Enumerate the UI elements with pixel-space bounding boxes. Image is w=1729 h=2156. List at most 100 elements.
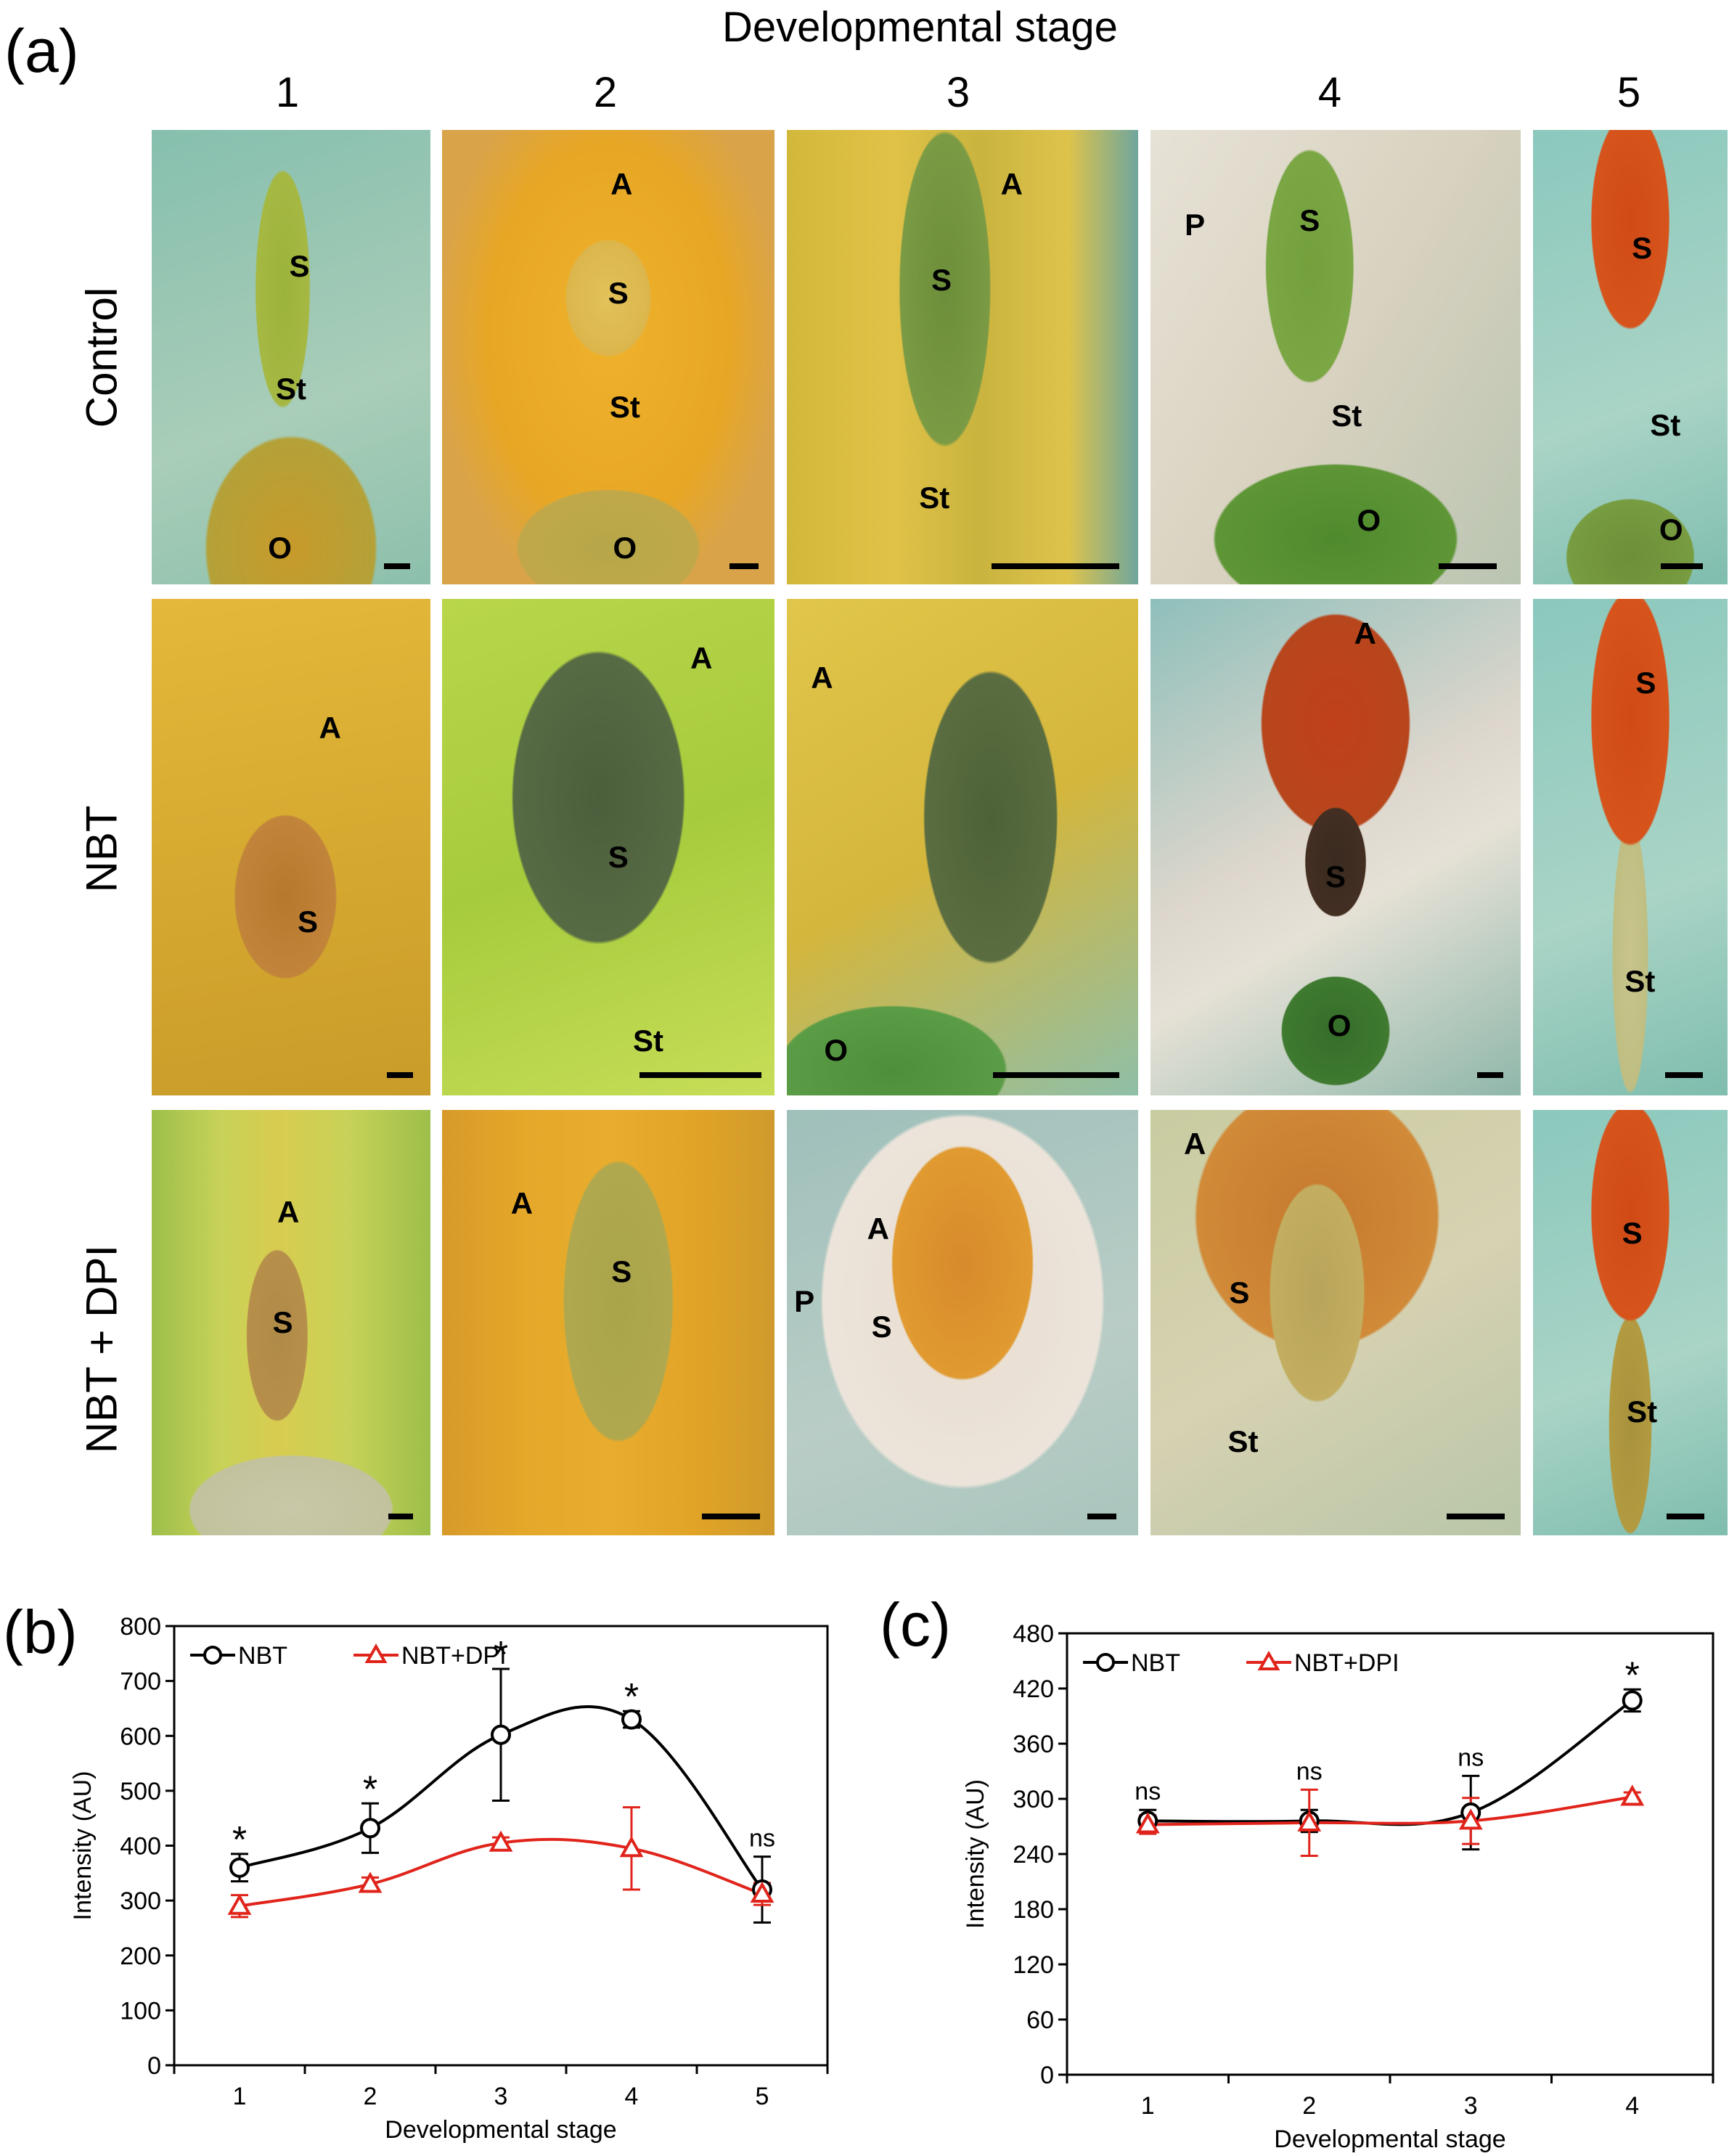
significance-label: * [494,1634,508,1676]
data-point [1135,1812,1160,1834]
photo-nbt-dpi-stage-2: A S [441,1108,776,1537]
photo-nbt-stage-2: A S St [441,597,776,1097]
photo-control-stage-4: P S St O [1149,128,1522,586]
photo-nbt-dpi-stage-1: A S [150,1108,432,1537]
structure-label: St [919,481,950,515]
scale-bar [729,563,759,569]
y-tick-label: 300 [1013,1786,1054,1813]
structure-label: St [276,371,306,406]
structure-label: A [319,710,341,745]
x-tick-label: 1 [1141,2092,1155,2120]
y-tick-label: 200 [120,1943,161,1970]
photo-nbt-stage-4: A S O [1149,597,1522,1097]
x-axis-label: Developmental stage [1274,2126,1505,2153]
structure-label: S [608,276,629,311]
structure-label: S [1622,1215,1643,1250]
structure-label: S [1635,666,1656,701]
significance-label: ns [1135,1778,1161,1805]
y-tick-label: 600 [120,1723,161,1750]
y-axis-label: Intensity (AU) [962,1779,989,1929]
significance-label: * [232,1819,247,1861]
data-point [1620,1784,1645,1806]
structure-label: O [268,530,292,565]
scale-bar [1477,1072,1503,1078]
scale-bar [639,1072,761,1078]
structure-label: S [871,1309,892,1344]
legend-label: NBT+DPI [401,1642,507,1670]
scale-bar [1665,1072,1703,1078]
photo-control-stage-3: A S St [785,128,1140,586]
photo-nbt-stage-3: A O [785,597,1140,1097]
structure-label: P [1185,208,1206,242]
photo-nbt-dpi-stage-3: P A S [785,1108,1140,1537]
y-tick-label: 120 [1013,1951,1054,1979]
photo-control-stage-5: S St O [1532,128,1729,586]
scale-bar [993,1072,1119,1078]
legend-marker [1257,1650,1280,1670]
stage-number-3: 3 [946,69,970,116]
panel-b-letter: (b) [3,1598,78,1666]
x-tick-label: 3 [1464,2092,1478,2120]
row-label-control: Control [77,287,126,428]
structure-label: A [610,167,633,202]
legend-label: NBT+DPI [1294,1649,1399,1677]
structure-label: O [1357,503,1381,538]
structure-label: S [1325,859,1346,894]
significance-label: * [363,1768,377,1810]
structure-label: A [1354,616,1376,650]
y-tick-label: 240 [1013,1841,1054,1869]
structure-label: S [272,1305,293,1339]
significance-label: * [624,1676,639,1718]
data-point [227,1893,252,1915]
structure-label: St [1227,1424,1259,1459]
series-line-NBT+DPI [1148,1795,1633,1826]
legend-label: NBT [1131,1649,1180,1677]
data-point [1458,1808,1483,1830]
data-point [491,1724,511,1745]
y-tick-label: 500 [120,1778,161,1805]
scale-bar [387,1072,413,1078]
structure-label: S [608,839,629,874]
structure-label: P [794,1283,815,1318]
stage-number-2: 2 [593,69,618,116]
structure-label: S [298,904,319,939]
row-label-nbt: NBT [77,805,126,893]
structure-label: A [510,1185,534,1220]
structure-label: A [277,1194,300,1229]
scale-bar [1667,1514,1704,1519]
scale-bar [1439,563,1497,569]
y-tick-label: 0 [1040,2062,1054,2089]
structure-label: S [1632,230,1653,265]
data-point [750,1881,774,1903]
y-tick-label: 480 [1013,1620,1054,1648]
data-point [1622,1690,1643,1711]
panel-a-title: Developmental stage [722,4,1118,51]
series-line-NBT [1148,1699,1633,1826]
structure-label: S [1299,203,1320,238]
y-axis-label: Intensity (AU) [69,1771,97,1921]
legend-marker [1096,1653,1115,1672]
structure-label: St [1627,1395,1658,1429]
data-point [621,1709,642,1730]
structure-label: S [611,1254,632,1289]
structure-label: S [931,262,952,297]
structure-label: A [690,641,713,676]
photo-nbt-stage-5: S St [1532,597,1729,1097]
legend-marker [203,1646,222,1665]
significance-label: ns [1458,1744,1484,1771]
scale-bar [1661,563,1703,569]
data-point [358,1871,383,1893]
y-tick-label: 100 [120,1997,161,2025]
x-axis-label: Developmental stage [385,2116,616,2144]
structure-label: O [1327,1008,1352,1043]
photo-control-stage-1: S St O [150,128,432,586]
x-tick-label: 4 [1625,2092,1639,2120]
chart-b: 0 100 200 300 400 500 600 700 800 1 2 3 4 5 Developmen… [69,1613,829,2144]
structure-label: A [1000,167,1023,202]
structure-label: A [1184,1126,1206,1161]
y-tick-label: 300 [120,1887,161,1915]
stage-number-1: 1 [275,69,300,116]
photo-nbt-dpi-stage-5: S St [1532,1108,1729,1537]
scale-bar [1087,1514,1116,1519]
scale-bar [384,563,410,569]
